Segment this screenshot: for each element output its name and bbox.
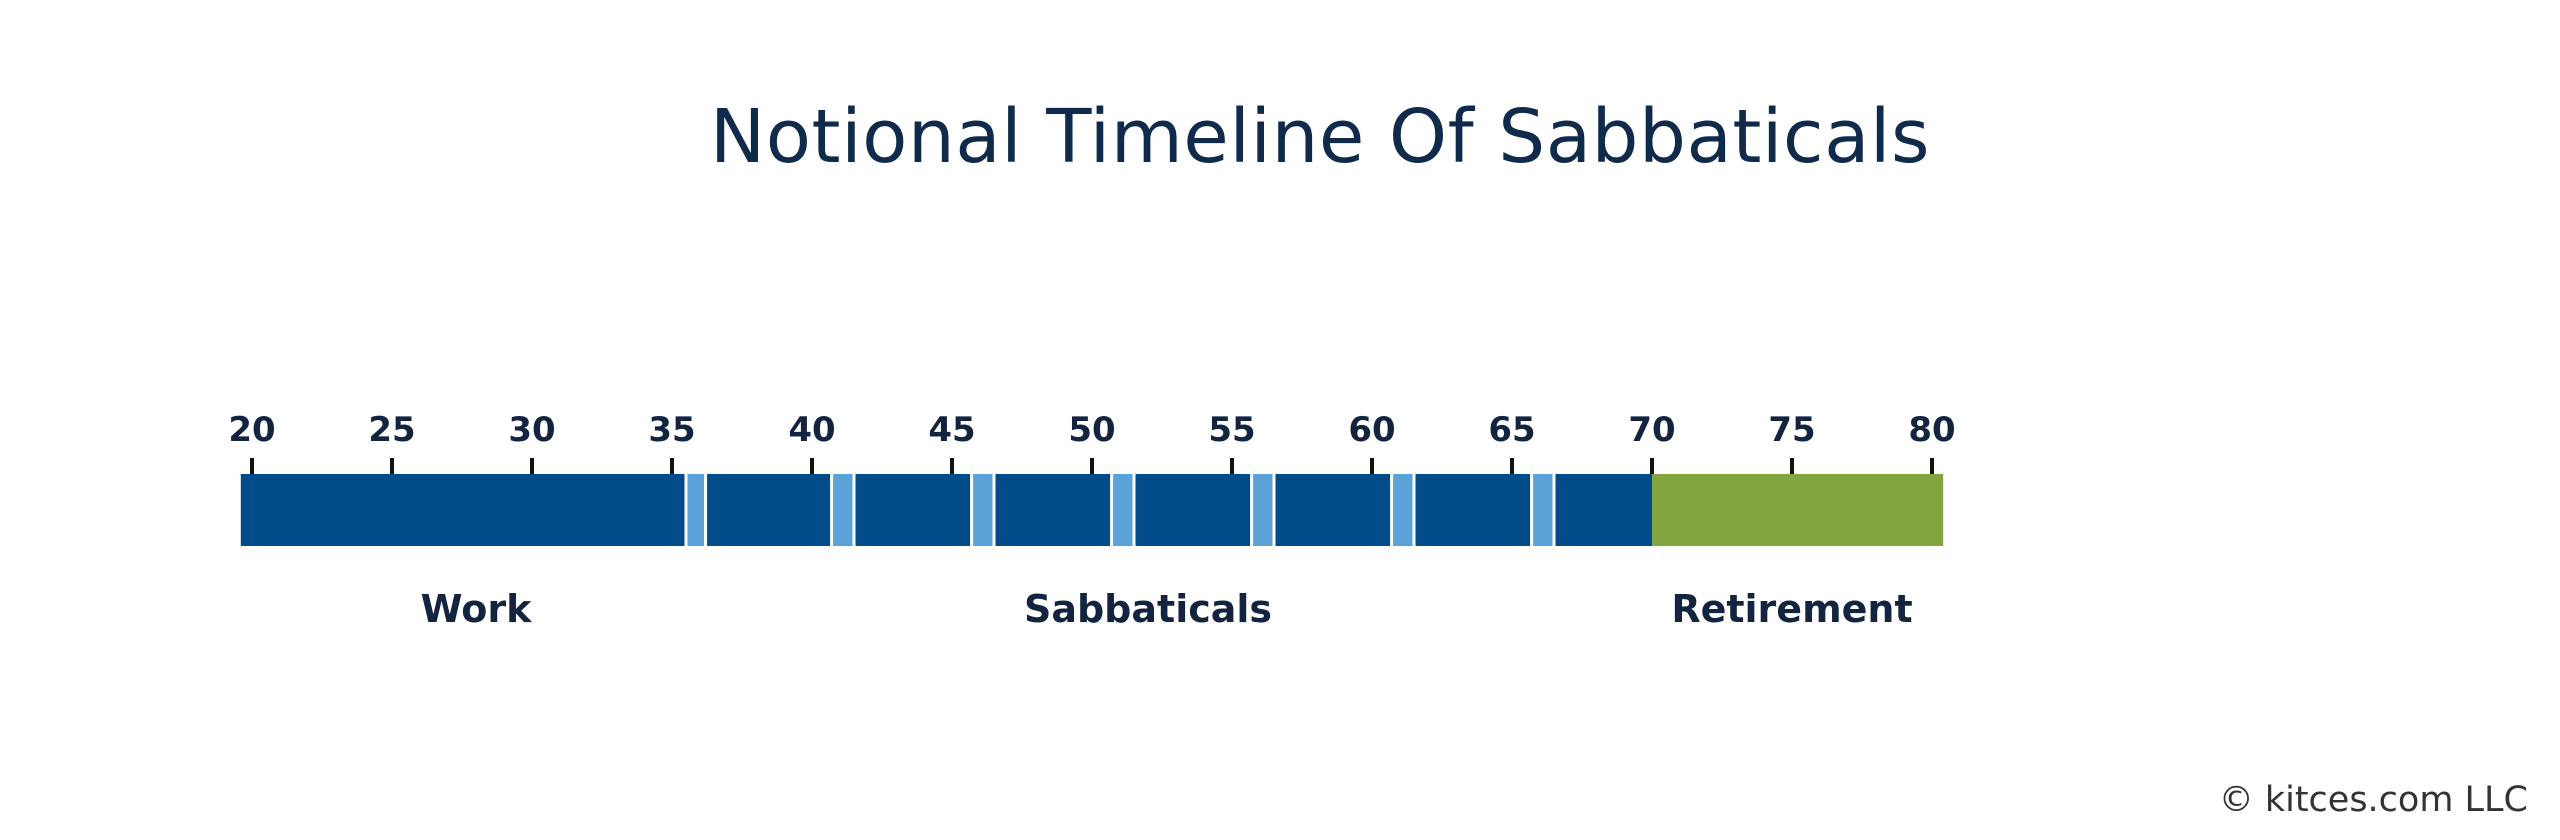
segment-divider bbox=[1250, 474, 1254, 546]
tick-label: 60 bbox=[1348, 410, 1395, 450]
tick-label: 70 bbox=[1628, 410, 1675, 450]
segment-divider bbox=[1552, 474, 1556, 546]
tick-label: 65 bbox=[1488, 410, 1535, 450]
sabbatical-segment bbox=[971, 474, 994, 546]
segment-divider bbox=[852, 474, 856, 546]
segment-divider bbox=[684, 474, 688, 546]
segment-divider bbox=[1530, 474, 1534, 546]
work-segment bbox=[1134, 474, 1252, 546]
sabbatical-segment bbox=[1111, 474, 1134, 546]
work-segment bbox=[994, 474, 1112, 546]
segment-divider bbox=[1272, 474, 1276, 546]
copyright-credit: © kitces.com LLC bbox=[2218, 780, 2528, 820]
segment-divider bbox=[704, 474, 708, 546]
segment-divider bbox=[1132, 474, 1136, 546]
tick-label: 20 bbox=[228, 410, 275, 450]
tick-label: 75 bbox=[1768, 410, 1815, 450]
work-segment bbox=[1554, 474, 1652, 546]
segment-divider bbox=[992, 474, 996, 546]
work-segment bbox=[240, 474, 687, 546]
work-segment bbox=[1274, 474, 1392, 546]
sabbatical-segment bbox=[1531, 474, 1554, 546]
segment-divider bbox=[1412, 474, 1416, 546]
phase-label: Sabbaticals bbox=[1024, 587, 1272, 631]
segment-divider bbox=[970, 474, 974, 546]
sabbatical-segment bbox=[686, 474, 706, 546]
segment-divider bbox=[830, 474, 834, 546]
tick-label: 50 bbox=[1068, 410, 1115, 450]
sabbatical-segment bbox=[1391, 474, 1414, 546]
phase-label: Work bbox=[421, 587, 532, 631]
tick-label: 55 bbox=[1208, 410, 1255, 450]
tick-label: 80 bbox=[1908, 410, 1955, 450]
sabbatical-segment bbox=[1251, 474, 1274, 546]
sabbatical-segment bbox=[831, 474, 854, 546]
tick-label: 30 bbox=[508, 410, 555, 450]
tick-label: 40 bbox=[788, 410, 835, 450]
retirement-segment bbox=[1652, 474, 1944, 546]
chart-title: Notional Timeline Of Sabbaticals bbox=[709, 94, 1931, 180]
work-segment bbox=[854, 474, 972, 546]
work-segment bbox=[1414, 474, 1532, 546]
segment-divider bbox=[1110, 474, 1114, 546]
tick-label: 45 bbox=[928, 410, 975, 450]
work-segment bbox=[705, 474, 832, 546]
phase-label: Retirement bbox=[1671, 587, 1912, 631]
tick-label: 35 bbox=[648, 410, 695, 450]
segment-divider bbox=[1390, 474, 1394, 546]
tick-label: 25 bbox=[368, 410, 415, 450]
